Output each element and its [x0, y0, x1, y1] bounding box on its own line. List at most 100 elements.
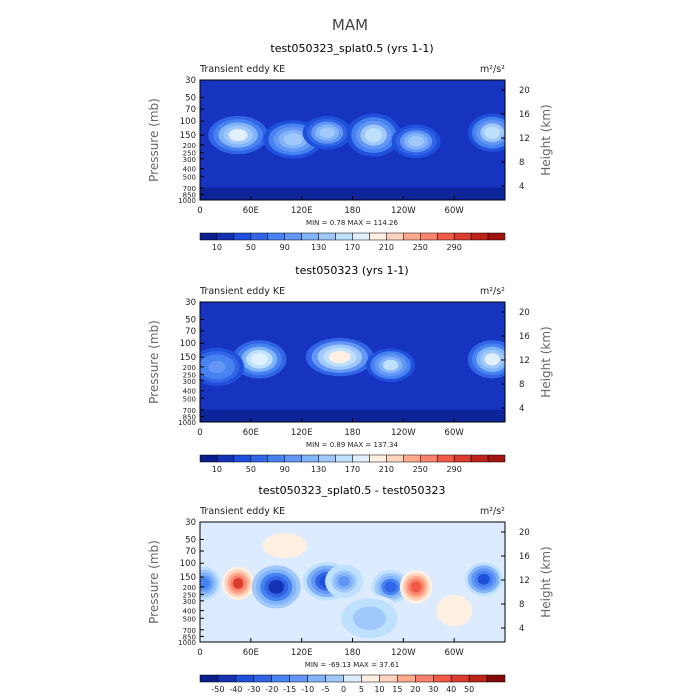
colorbar-label: 15: [392, 685, 402, 694]
contour-blob: [283, 133, 303, 146]
y-tick-label: 1000: [178, 639, 196, 647]
contour-blob: [484, 353, 501, 366]
colorbar-label: 10: [212, 465, 222, 474]
y-tick-label: 300: [183, 156, 196, 164]
contour-blob: [200, 577, 210, 589]
y-tick-label: 400: [183, 388, 196, 396]
colorbar-swatch: [250, 232, 269, 241]
contour-blob: [382, 359, 399, 371]
colorbar-label: 210: [379, 465, 394, 474]
colorbar-swatch: [325, 674, 344, 683]
panel-title: test050323_splat0.5 - test050323: [258, 484, 445, 497]
height-axis-label: Height (km): [539, 104, 553, 175]
surface-band: [200, 409, 505, 422]
colorbar-swatch: [318, 232, 336, 241]
colorbar-label: 290: [447, 243, 462, 252]
y-tick-label: 50: [185, 535, 196, 545]
panel-units: m²/s²: [480, 506, 505, 517]
y-tick-label: 700: [183, 407, 196, 415]
height-tick-label: 8: [519, 380, 524, 390]
contour-blob: [477, 573, 490, 585]
y-tick-label: 850: [183, 633, 196, 641]
height-tick-label: 16: [519, 552, 530, 562]
colorbar-swatch: [267, 232, 285, 241]
colorbar-swatch: [386, 454, 404, 463]
y-tick-label: 200: [183, 364, 196, 372]
contour-blob: [358, 610, 381, 626]
contour-blob: [365, 128, 383, 142]
colorbar-swatch: [436, 454, 455, 463]
colorbar-label: 10: [212, 243, 222, 252]
colorbar-label: -5: [322, 685, 330, 694]
y-tick-label: 200: [183, 584, 196, 592]
colorbar-swatch: [397, 674, 416, 683]
colorbar-swatch: [450, 674, 470, 683]
height-tick-label: 20: [519, 528, 530, 538]
height-tick-label: 16: [519, 110, 530, 120]
y-tick-label: 30: [185, 518, 196, 528]
y-tick-label: 1000: [178, 197, 196, 205]
height-axis-label: Height (km): [539, 326, 553, 397]
colorbar-label: 50: [246, 465, 256, 474]
y-tick-label: 1000: [178, 419, 196, 427]
height-tick-label: 8: [519, 600, 524, 610]
field: [200, 302, 505, 422]
x-tick-label: 120E: [291, 648, 313, 658]
height-axis-label: Height (km): [539, 546, 553, 617]
y-tick-label: 150: [180, 131, 196, 141]
colorbar-swatch: [216, 232, 235, 241]
colorbar-swatch: [267, 454, 285, 463]
colorbar-swatch: [233, 232, 252, 241]
contour-blob: [268, 580, 285, 594]
colorbar-swatch: [216, 454, 235, 463]
x-tick-label: 60E: [243, 648, 259, 658]
colorbar-swatch: [343, 674, 362, 683]
x-tick-label: 180: [344, 648, 360, 658]
colorbar-label: 90: [280, 243, 290, 252]
y-tick-label: 500: [183, 173, 196, 181]
colorbar-label: 90: [280, 465, 290, 474]
colorbar-swatch: [301, 454, 319, 463]
height-tick-label: 12: [519, 576, 530, 586]
y-axis-label: Pressure (mb): [147, 320, 161, 404]
y-tick-label: 700: [183, 185, 196, 193]
panel-units: m²/s²: [480, 64, 505, 75]
colorbar-swatch: [436, 232, 455, 241]
colorbar-label: 40: [446, 685, 456, 694]
y-tick-label: 30: [185, 76, 196, 86]
colorbar-label: -15: [283, 685, 296, 694]
x-tick-label: 180: [344, 428, 360, 438]
colorbar-swatch: [487, 454, 506, 463]
min-max-stats: MIN = 0.78 MAX = 114.26: [306, 219, 398, 227]
field: [200, 80, 505, 200]
colorbar-swatch: [250, 454, 269, 463]
contour-blob: [208, 360, 226, 374]
colorbar-swatch: [284, 454, 302, 463]
height-tick-label: 4: [519, 624, 524, 634]
colorbar-label: -50: [211, 685, 224, 694]
chart-panel-3: test050323_splat0.5 - test050323 Transien…: [147, 484, 553, 694]
colorbar-label: 10: [374, 685, 384, 694]
contour-blob: [273, 539, 296, 552]
x-tick-label: 180: [344, 206, 360, 216]
figure-title: MAM: [332, 16, 368, 34]
colorbar-swatch: [199, 674, 219, 683]
panel-title: test050323_splat0.5 (yrs 1-1): [270, 42, 433, 55]
x-tick-label: 120W: [391, 428, 416, 438]
x-tick-label: 120E: [291, 428, 313, 438]
colorbar-label: 130: [311, 243, 326, 252]
y-tick-label: 50: [185, 315, 196, 325]
colorbar-swatch: [420, 232, 438, 241]
colorbar-swatch: [289, 674, 308, 683]
colorbar-swatch: [369, 232, 387, 241]
contour-blob: [408, 135, 424, 147]
colorbar-swatch: [307, 674, 326, 683]
colorbar-swatch: [420, 454, 438, 463]
colorbar-label: 130: [311, 465, 326, 474]
y-tick-label: 500: [183, 395, 196, 403]
contour-blob: [337, 575, 351, 587]
height-tick-label: 8: [519, 158, 524, 168]
chart-panel-2: test050323 (yrs 1-1) Transient eddy KE m²/…: [147, 264, 553, 474]
colorbar-swatch: [403, 454, 421, 463]
